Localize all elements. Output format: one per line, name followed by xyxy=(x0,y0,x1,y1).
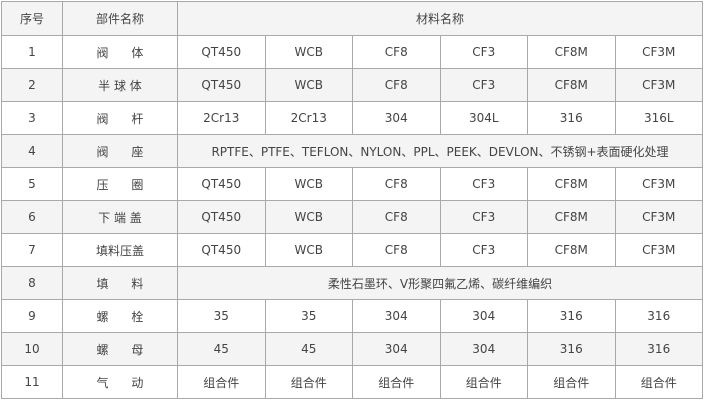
row-number: 1 xyxy=(1,35,63,69)
material-cell: 组合件 xyxy=(352,365,441,399)
material-cell: CF8M xyxy=(527,35,616,69)
part-name: 螺 栓 xyxy=(62,299,178,333)
material-span: RPTFE、PTFE、TEFLON、NYLON、PPL、PEEK、DEVLON、… xyxy=(177,134,703,168)
material-cell: WCB xyxy=(264,35,353,69)
row-number: 9 xyxy=(1,299,63,333)
material-cell: CF8M xyxy=(527,200,616,234)
material-cell: 316 xyxy=(527,101,616,135)
material-cell: CF8 xyxy=(352,167,441,201)
row-number: 10 xyxy=(1,332,63,366)
row-number: 5 xyxy=(1,167,63,201)
material-cell: 316 xyxy=(527,332,616,366)
part-name: 填料压盖 xyxy=(62,233,178,267)
material-cell: 316 xyxy=(614,299,703,333)
material-cell: WCB xyxy=(264,233,353,267)
material-cell: CF3M xyxy=(614,233,703,267)
row-number: 2 xyxy=(1,68,63,102)
header-part: 部件名称 xyxy=(62,1,178,36)
material-cell: CF3M xyxy=(614,35,703,69)
material-cell: 组合件 xyxy=(614,365,703,399)
material-cell: QT450 xyxy=(177,167,266,201)
part-name: 填 料 xyxy=(62,266,178,300)
part-name: 气 动 xyxy=(62,365,178,399)
material-cell: CF8 xyxy=(352,68,441,102)
material-cell: WCB xyxy=(264,200,353,234)
material-cell: 组合件 xyxy=(177,365,266,399)
material-cell: 316L xyxy=(614,101,703,135)
material-cell: CF3 xyxy=(439,68,528,102)
row-number: 8 xyxy=(1,266,63,300)
material-cell: 304 xyxy=(439,299,528,333)
material-cell: 组合件 xyxy=(439,365,528,399)
material-cell: CF8M xyxy=(527,68,616,102)
material-cell: 316 xyxy=(527,299,616,333)
material-cell: 45 xyxy=(264,332,353,366)
material-cell: CF3 xyxy=(439,233,528,267)
material-cell: CF8 xyxy=(352,35,441,69)
material-cell: 35 xyxy=(177,299,266,333)
part-name: 阀 杆 xyxy=(62,101,178,135)
table-row: 10 螺 母 45 45 304 304 316 316 xyxy=(1,332,703,366)
material-cell: 2Cr13 xyxy=(264,101,353,135)
material-cell: WCB xyxy=(264,68,353,102)
material-span: 柔性石墨环、V形聚四氟乙烯、碳纤维编织 xyxy=(177,266,703,300)
material-cell: 304 xyxy=(352,332,441,366)
row-number: 4 xyxy=(1,134,63,168)
material-cell: 304 xyxy=(439,332,528,366)
part-name: 螺 母 xyxy=(62,332,178,366)
row-number: 7 xyxy=(1,233,63,267)
part-name: 阀 座 xyxy=(62,134,178,168)
material-cell: QT450 xyxy=(177,200,266,234)
header-material: 材料名称 xyxy=(177,1,703,36)
material-cell: 组合件 xyxy=(527,365,616,399)
material-cell: CF3M xyxy=(614,167,703,201)
header-row: 序号 部件名称 材料名称 xyxy=(1,1,703,36)
part-name: 半 球 体 xyxy=(62,68,178,102)
material-cell: CF8M xyxy=(527,167,616,201)
material-cell: QT450 xyxy=(177,233,266,267)
part-name: 阀 体 xyxy=(62,35,178,69)
material-cell: QT450 xyxy=(177,35,266,69)
material-cell: CF3 xyxy=(439,200,528,234)
header-no: 序号 xyxy=(1,1,63,36)
material-cell: 304L xyxy=(439,101,528,135)
part-name: 压 圈 xyxy=(62,167,178,201)
row-number: 11 xyxy=(1,365,63,399)
material-cell: CF8 xyxy=(352,233,441,267)
material-cell: CF3M xyxy=(614,200,703,234)
material-cell: 304 xyxy=(352,299,441,333)
table-row: 11 气 动组合件 组合件 组合件 组合件 组合件 组合件 xyxy=(1,365,703,399)
row-number: 6 xyxy=(1,200,63,234)
material-cell: 316 xyxy=(614,332,703,366)
material-cell: CF3 xyxy=(439,167,528,201)
table-row: 7 填料压盖 QT450 WCB CF8 CF3 CF8M CF3M xyxy=(1,233,703,267)
part-name: 下 端 盖 xyxy=(62,200,178,234)
material-cell: CF8 xyxy=(352,200,441,234)
material-cell: CF8M xyxy=(527,233,616,267)
material-cell: CF3 xyxy=(439,35,528,69)
material-cell: 304 xyxy=(352,101,441,135)
material-cell: 35 xyxy=(264,299,353,333)
material-cell: CF3M xyxy=(614,68,703,102)
material-cell: QT450 xyxy=(177,68,266,102)
material-cell: 2Cr13 xyxy=(177,101,266,135)
material-cell: 组合件 xyxy=(264,365,353,399)
material-cell: 45 xyxy=(177,332,266,366)
material-cell: WCB xyxy=(264,167,353,201)
row-number: 3 xyxy=(1,101,63,135)
